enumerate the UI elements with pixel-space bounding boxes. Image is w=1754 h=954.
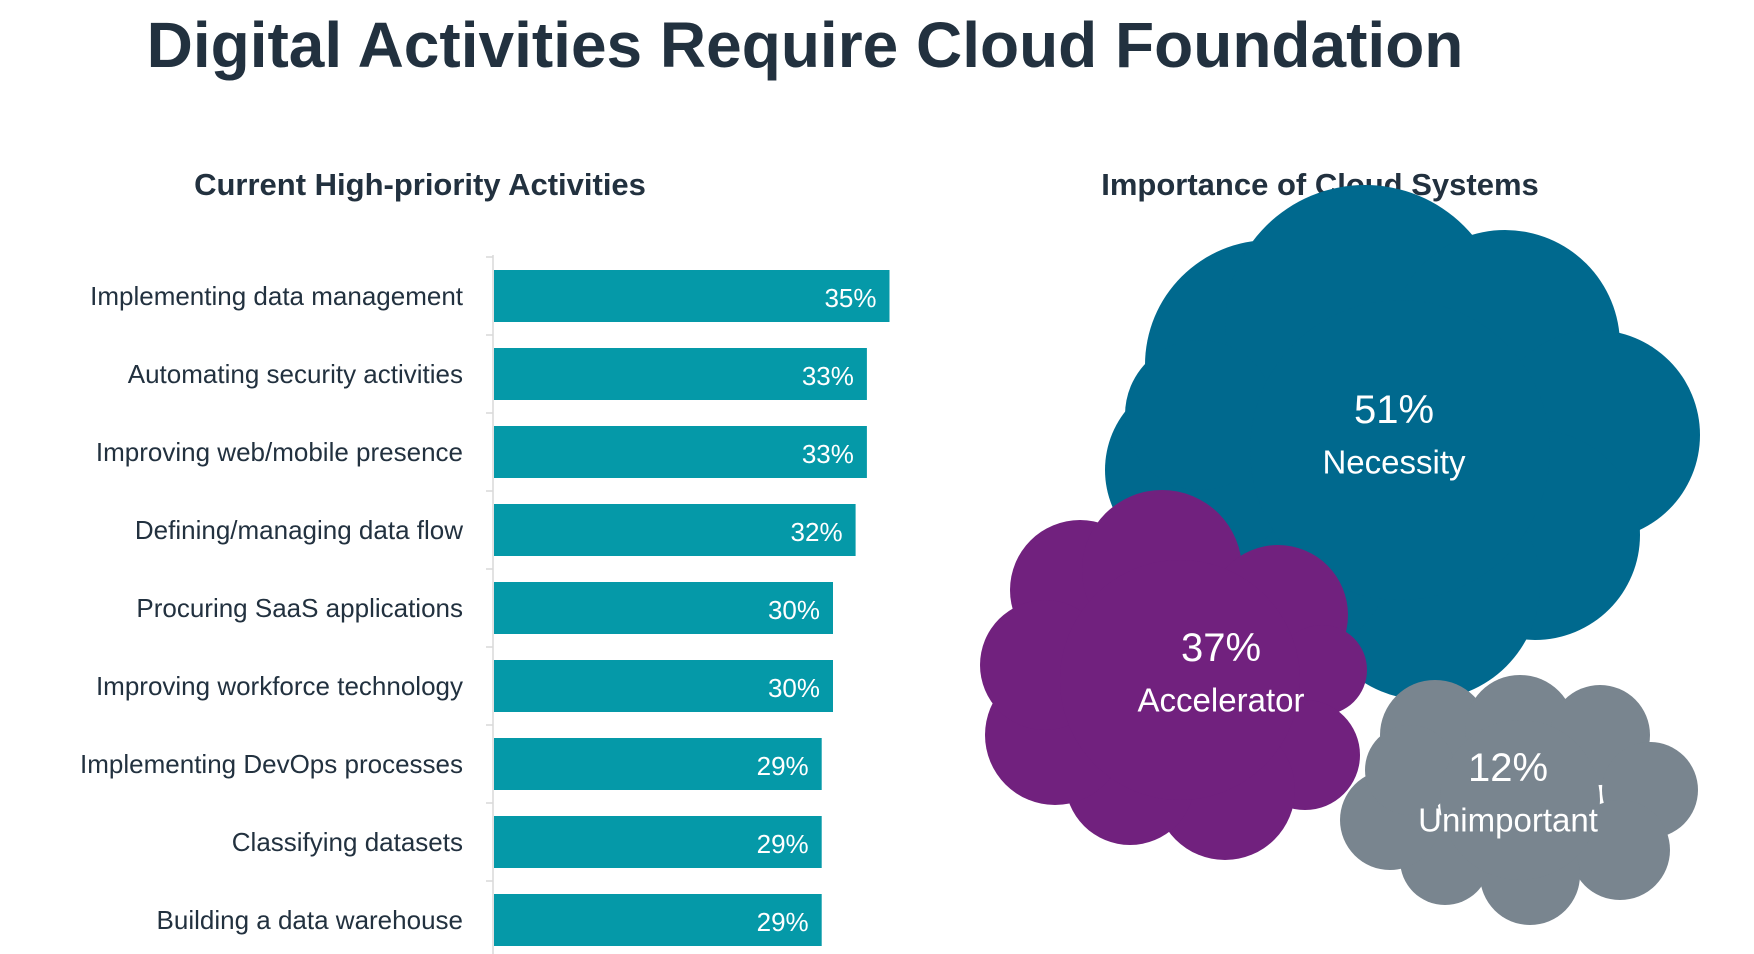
- bar: [494, 582, 833, 634]
- bar: [494, 270, 890, 322]
- data-label: 33%: [802, 439, 854, 469]
- data-label: 35%: [824, 283, 876, 313]
- category-label: Improving web/mobile presence: [96, 437, 463, 467]
- category-label: Building a data warehouse: [157, 905, 463, 935]
- data-label: 29%: [757, 907, 809, 937]
- category-label: Improving workforce technology: [96, 671, 463, 701]
- category-label: Classifying datasets: [232, 827, 463, 857]
- bar: [494, 348, 867, 400]
- bar: [494, 660, 833, 712]
- data-label: 29%: [757, 829, 809, 859]
- bar-chart-title: Current High-priority Activities: [194, 167, 646, 202]
- data-label: 30%: [768, 673, 820, 703]
- bar: [494, 738, 822, 790]
- bar: [494, 504, 856, 556]
- data-label: 29%: [757, 751, 809, 781]
- data-label: 33%: [802, 361, 854, 391]
- data-label: 30%: [768, 595, 820, 625]
- category-label: Automating security activities: [128, 359, 463, 389]
- category-label: Implementing data management: [90, 281, 464, 311]
- bar: [494, 426, 867, 478]
- page-title: Digital Activities Require Cloud Foundat…: [146, 9, 1464, 81]
- bar: [494, 894, 822, 946]
- bar: [494, 816, 822, 868]
- category-label: Implementing DevOps processes: [80, 749, 463, 779]
- category-label: Defining/managing data flow: [135, 515, 463, 545]
- category-label: Procuring SaaS applications: [136, 593, 463, 623]
- data-label: 32%: [791, 517, 843, 547]
